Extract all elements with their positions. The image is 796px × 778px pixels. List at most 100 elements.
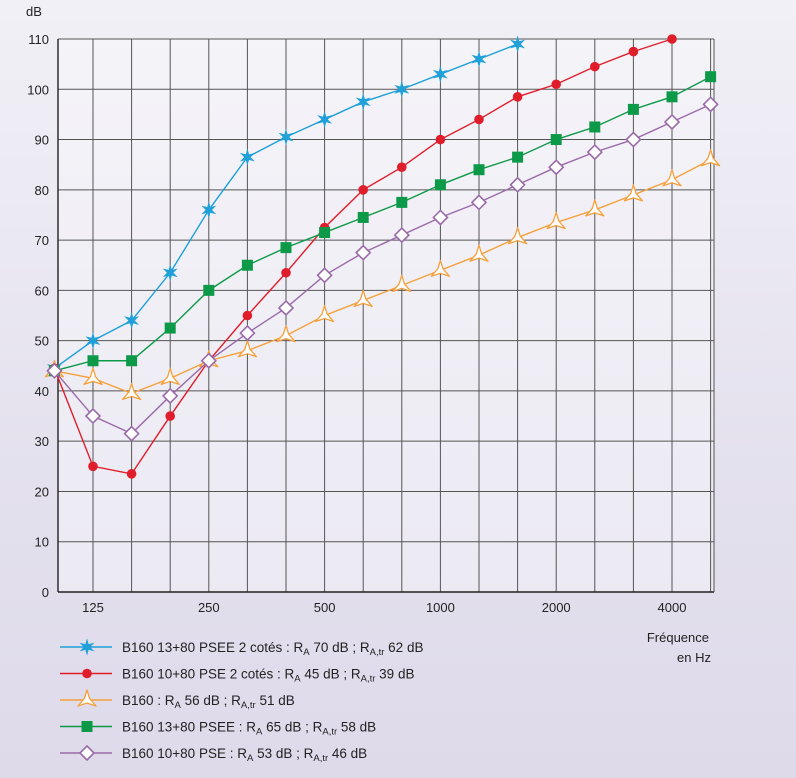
data-point-triangle xyxy=(276,324,296,343)
data-point-circle xyxy=(551,79,561,90)
data-point-star xyxy=(317,110,333,129)
data-point-star xyxy=(471,50,487,68)
series-s4 xyxy=(48,71,717,377)
x-axis-label-line2: en Hz xyxy=(677,650,711,665)
x-tick-label: 2000 xyxy=(542,600,571,615)
data-point-diamond xyxy=(200,352,217,369)
data-point-triangle xyxy=(507,226,528,245)
legend-marker-square xyxy=(81,721,93,732)
data-point-circle xyxy=(242,310,253,321)
data-point-circle xyxy=(165,411,175,421)
data-point-triangle xyxy=(83,367,103,385)
x-tick-label: 1000 xyxy=(426,600,455,615)
data-point-diamond xyxy=(123,425,140,442)
y-axis-unit: dB xyxy=(26,4,42,19)
legend-label: B160 10+80 PSE 2 cotés : RA 45 dB ; RA,t… xyxy=(122,667,414,685)
data-point-circle xyxy=(281,267,291,278)
y-tick-label: 90 xyxy=(35,133,49,148)
data-point-circle xyxy=(590,61,600,72)
data-point-circle xyxy=(474,114,484,125)
y-tick-label: 50 xyxy=(35,334,49,349)
data-point-square xyxy=(396,196,408,208)
series-s2 xyxy=(49,34,677,479)
data-point-circle xyxy=(88,461,98,472)
data-point-circle xyxy=(397,162,407,172)
data-point-circle xyxy=(126,469,137,479)
series-group xyxy=(44,34,721,479)
data-point-triangle xyxy=(314,304,335,323)
data-point-star xyxy=(85,332,101,350)
series-line xyxy=(54,76,711,372)
y-tick-label: 0 xyxy=(42,585,49,600)
data-point-star xyxy=(278,128,294,146)
data-point-triangle xyxy=(121,382,142,401)
data-point-diamond xyxy=(548,159,565,176)
y-tick-label: 40 xyxy=(35,384,49,399)
data-point-circle xyxy=(512,92,523,102)
data-point-star xyxy=(124,311,140,330)
data-point-triangle xyxy=(662,169,682,187)
data-point-circle xyxy=(628,46,639,57)
data-point-diamond xyxy=(663,113,681,131)
data-point-square xyxy=(473,164,485,176)
data-point-circle xyxy=(435,134,446,145)
legend-marker-triangle xyxy=(77,689,97,707)
data-point-star xyxy=(239,148,255,166)
legend-marker-circle xyxy=(82,668,92,679)
data-point-diamond xyxy=(355,244,372,261)
data-point-diamond xyxy=(586,143,603,161)
data-point-triangle xyxy=(353,289,373,308)
data-point-diamond xyxy=(702,96,719,113)
data-point-square xyxy=(705,71,717,83)
data-point-diamond xyxy=(509,176,526,193)
x-axis: 125 250 500 1000 2000 4000 xyxy=(82,600,686,615)
data-point-square xyxy=(434,179,446,191)
x-axis-label-line1: Fréquence xyxy=(647,630,709,645)
y-axis: 0 10 20 30 40 50 60 70 80 90 100 110 xyxy=(27,32,49,600)
data-point-diamond xyxy=(625,131,642,148)
data-point-triangle xyxy=(546,211,566,230)
data-point-square xyxy=(357,211,369,223)
data-point-diamond xyxy=(46,362,63,379)
data-point-square xyxy=(280,242,292,254)
legend-item-s2: B160 10+80 PSE 2 cotés : RA 45 dB ; RA,t… xyxy=(60,667,414,685)
data-point-square xyxy=(512,151,524,163)
data-point-triangle xyxy=(237,340,258,358)
data-point-square xyxy=(550,134,562,146)
legend-item-s3: B160 : RA 56 dB ; RA,tr 51 dB xyxy=(60,689,295,711)
data-point-square xyxy=(589,121,601,133)
x-tick-label: 500 xyxy=(314,600,336,615)
data-point-diamond xyxy=(316,267,333,284)
data-point-diamond xyxy=(277,299,295,317)
legend-label: B160 13+80 PSEE : RA 65 dB ; RA,tr 58 dB xyxy=(122,720,376,738)
data-point-star xyxy=(432,65,448,83)
legend-marker-diamond xyxy=(78,744,96,762)
data-point-circle xyxy=(358,185,369,195)
series-s1 xyxy=(46,35,526,377)
x-tick-label: 125 xyxy=(82,600,104,615)
data-point-star xyxy=(162,264,178,282)
legend-item-s5: B160 10+80 PSE : RA 53 dB ; RA,tr 46 dB xyxy=(60,744,367,764)
data-point-square xyxy=(241,259,253,271)
y-tick-label: 80 xyxy=(35,183,49,198)
legend-label: B160 13+80 PSEE 2 cotés : RA 70 dB ; RA,… xyxy=(122,640,423,658)
data-point-star xyxy=(355,93,371,111)
series-line xyxy=(53,103,711,435)
x-tick-label: 250 xyxy=(198,600,220,615)
series-s5 xyxy=(46,96,719,442)
y-tick-label: 70 xyxy=(35,233,49,248)
data-point-square xyxy=(666,91,678,103)
data-point-star xyxy=(201,201,217,219)
data-point-triangle xyxy=(700,149,721,167)
data-point-diamond xyxy=(470,194,488,211)
data-point-triangle xyxy=(160,367,180,385)
series-s3 xyxy=(44,149,721,401)
data-point-circle xyxy=(667,34,677,44)
y-tick-label: 60 xyxy=(35,283,49,298)
data-point-square xyxy=(87,355,99,367)
legend-label: B160 : RA 56 dB ; RA,tr 51 dB xyxy=(122,693,295,711)
legend-item-s4: B160 13+80 PSEE : RA 65 dB ; RA,tr 58 dB xyxy=(60,720,376,738)
data-point-square xyxy=(126,355,138,367)
data-point-triangle xyxy=(585,199,605,217)
data-point-diamond xyxy=(393,226,410,244)
